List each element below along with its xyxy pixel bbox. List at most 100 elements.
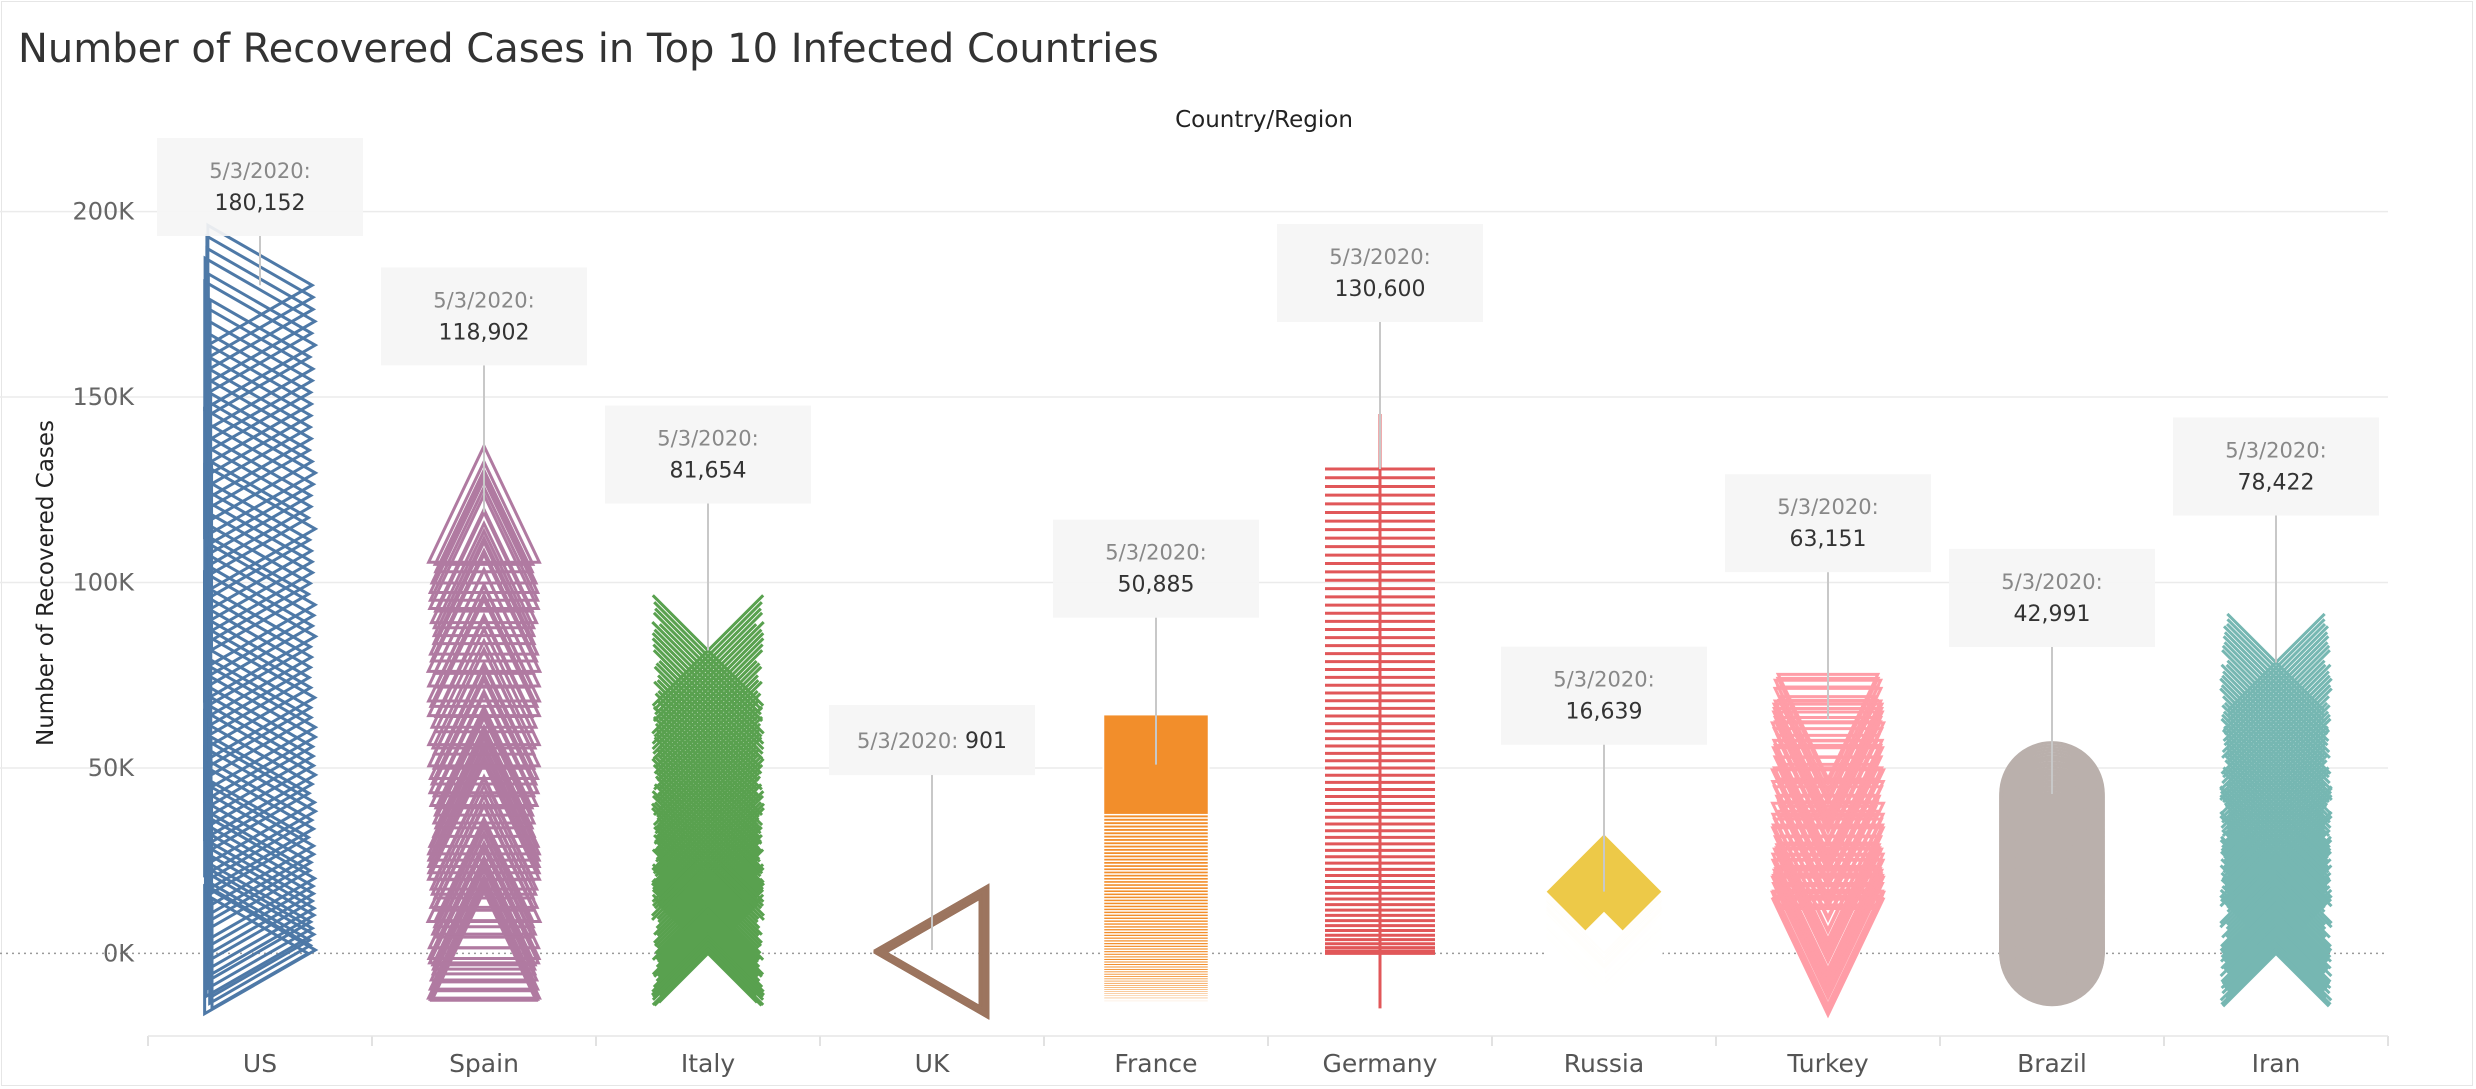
- data-point: [2221, 674, 2331, 785]
- data-point: [427, 476, 541, 594]
- data-point: [432, 625, 536, 734]
- tooltip-value: 16,639: [1566, 700, 1643, 725]
- tooltip-text: 5/3/2020: 901: [857, 729, 1007, 754]
- data-point: [654, 607, 762, 716]
- tooltip-date: 5/3/2020:: [1329, 245, 1430, 269]
- data-point: [2225, 663, 2327, 765]
- series-france: [1102, 713, 1210, 1005]
- series-us: [203, 222, 319, 1017]
- data-point: [430, 637, 538, 750]
- y-tick-label: 0K: [103, 939, 135, 967]
- data-point: [430, 859, 538, 971]
- data-point: [203, 406, 319, 540]
- data-point: [652, 643, 764, 755]
- series-italy: [650, 594, 766, 1007]
- data-point: [429, 782, 539, 896]
- x-category-label: France: [1114, 1049, 1197, 1078]
- data-point: [653, 628, 763, 738]
- tooltip-date: 5/3/2020:: [209, 159, 310, 183]
- data-point: [654, 770, 762, 878]
- tooltip-value: 63,151: [1790, 527, 1867, 552]
- data-point: [428, 591, 540, 708]
- data-point: [428, 538, 540, 656]
- data-point: [208, 586, 314, 708]
- tooltip-box: [605, 405, 811, 504]
- series-russia: [1545, 832, 1663, 1013]
- x-category-label: Italy: [681, 1049, 735, 1078]
- data-point: [1771, 746, 1885, 866]
- tooltip-box: [1725, 474, 1931, 573]
- tooltip-value: 78,422: [2238, 471, 2315, 496]
- data-point: [2222, 670, 2330, 779]
- data-point: [431, 714, 537, 825]
- data-point: [2223, 641, 2329, 747]
- data-point: [657, 690, 759, 792]
- tooltip-box: [1277, 224, 1483, 323]
- data-point: [431, 802, 537, 912]
- tooltip-box: [157, 138, 363, 236]
- data-point: [2221, 649, 2331, 759]
- data-point: [426, 596, 542, 718]
- tooltip-box: [1053, 519, 1259, 618]
- data-point: [2224, 786, 2328, 889]
- y-tick-label: 50K: [88, 754, 136, 782]
- data-point: [2226, 618, 2326, 718]
- data-point: [652, 611, 764, 723]
- tooltip-value: 50,885: [1118, 573, 1195, 598]
- tooltip-date: 5/3/2020:: [1777, 495, 1878, 519]
- series-spain: [425, 442, 543, 1002]
- data-point: [431, 519, 537, 630]
- y-axis-label: Number of Recovered Cases: [33, 420, 59, 746]
- data-point: [432, 458, 536, 566]
- data-point: [658, 623, 758, 722]
- data-point: [425, 550, 543, 673]
- data-point: [655, 662, 761, 768]
- data-point: [429, 547, 539, 663]
- x-category-label: UK: [915, 1049, 950, 1078]
- data-point: [653, 601, 763, 711]
- tooltip-date: 5/3/2020:: [2001, 570, 2102, 594]
- data-point: [1771, 873, 1885, 994]
- tooltip-date: 5/3/2020:: [1105, 541, 1206, 565]
- x-category-label: Germany: [1323, 1049, 1438, 1078]
- data-point: [426, 442, 542, 564]
- tooltip-value: 42,991: [2014, 602, 2091, 627]
- data-point: [657, 674, 759, 777]
- tooltip-date: 5/3/2020:: [2225, 439, 2326, 463]
- data-point: [2226, 659, 2326, 759]
- data-point: [203, 255, 318, 388]
- data-point: [2225, 622, 2327, 724]
- data-point: [2223, 701, 2329, 807]
- tooltip-box: [829, 705, 1035, 776]
- data-point: [2219, 687, 2333, 802]
- tooltip-value: 81,654: [670, 459, 747, 484]
- data-point: [427, 491, 541, 611]
- data-point: [427, 675, 541, 795]
- tooltip-date: 5/3/2020:: [857, 729, 965, 753]
- x-category-label: Spain: [449, 1049, 519, 1078]
- data-point: [429, 671, 539, 786]
- tooltip-box: [1949, 548, 2155, 647]
- data-point: [653, 680, 763, 791]
- data-point: [203, 538, 319, 671]
- data-point: [651, 637, 765, 751]
- data-point: [431, 534, 537, 646]
- data-point: [2219, 677, 2333, 792]
- series-iran: [2219, 612, 2333, 1008]
- data-point: [433, 703, 535, 810]
- y-tick-label: 150K: [72, 383, 135, 411]
- series-germany: [1325, 414, 1435, 1009]
- data-point: [433, 831, 535, 939]
- data-point: [2222, 635, 2330, 743]
- data-point: [431, 873, 537, 984]
- tooltip-value: 130,600: [1335, 277, 1426, 302]
- data-point: [651, 620, 765, 735]
- x-category-label: Russia: [1564, 1049, 1644, 1078]
- column-header: Country/Region: [1175, 107, 1353, 133]
- data-point: [426, 740, 542, 862]
- series-turkey: [1769, 672, 1887, 1019]
- y-tick-label: 100K: [72, 569, 135, 597]
- data-point: [1774, 846, 1882, 960]
